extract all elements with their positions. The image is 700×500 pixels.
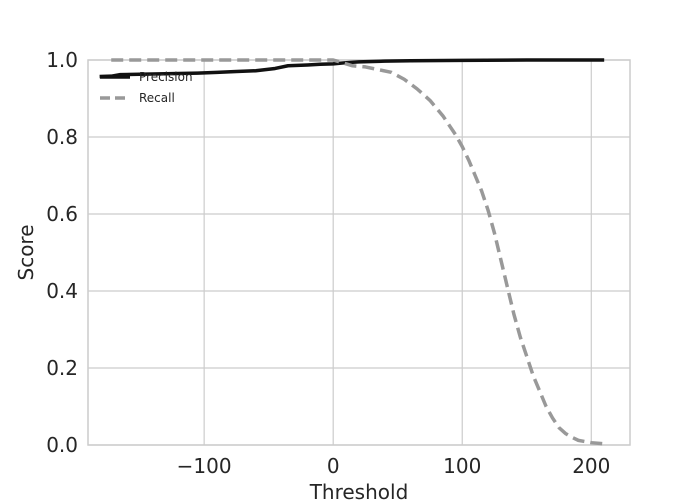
x-tick-label: 0: [327, 454, 340, 478]
plot-frame: [87, 59, 631, 446]
x-axis-label: Threshold: [309, 480, 409, 500]
x-tick-label: 200: [572, 454, 610, 478]
y-axis-label: Score: [14, 224, 38, 280]
tick-labels: −100 0 100 200 0.0 0.2 0.4 0.6 0.8 1.0: [46, 48, 610, 478]
x-tick-label: 100: [443, 454, 481, 478]
legend-label-precision: Precision: [139, 70, 193, 84]
y-tick-label: 0.0: [46, 433, 78, 457]
y-tick-label: 0.2: [46, 356, 78, 380]
legend-label-recall: Recall: [139, 91, 175, 105]
legend: Precision Recall: [100, 70, 193, 105]
y-tick-label: 0.4: [46, 279, 78, 303]
y-tick-label: 1.0: [46, 48, 78, 72]
x-tick-label: −100: [177, 454, 232, 478]
y-tick-label: 0.6: [46, 202, 78, 226]
series-lines: [99, 58, 605, 446]
recall-line: [111, 58, 605, 446]
y-tick-label: 0.8: [46, 125, 78, 149]
precision-line: [99, 58, 605, 79]
grid: [88, 59, 630, 446]
